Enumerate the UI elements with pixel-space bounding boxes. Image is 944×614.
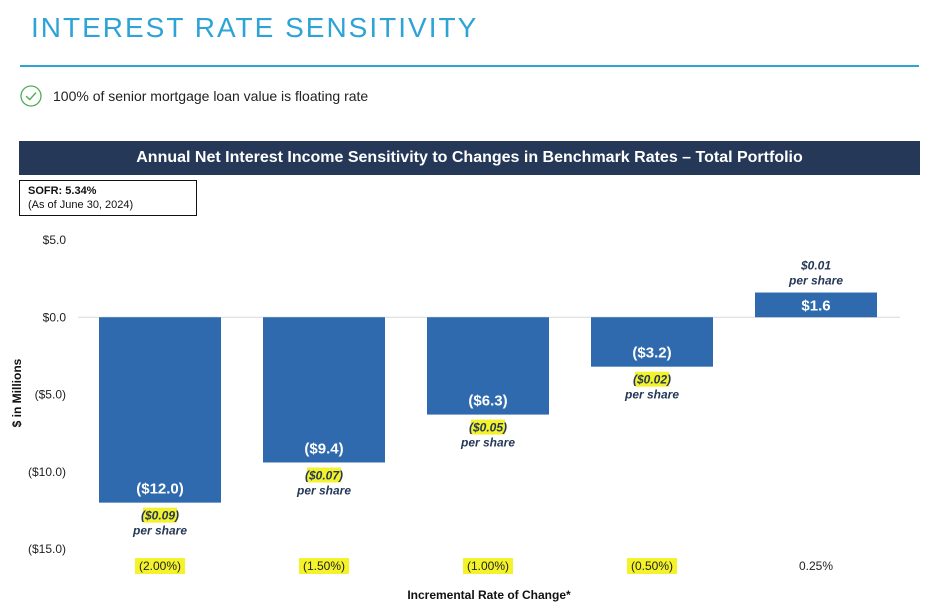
bar (99, 317, 221, 503)
y-tick-label: ($15.0) (28, 542, 66, 556)
page-title: INTEREST RATE SENSITIVITY (31, 12, 479, 43)
highlight-mark (626, 558, 678, 574)
per-share-suffix: per share (132, 524, 187, 538)
x-tick-label: (2.00%) (139, 559, 181, 573)
per-share-suffix: per share (624, 388, 679, 402)
y-tick-label: ($5.0) (35, 388, 66, 402)
per-share-value: ($0.02) (633, 373, 671, 387)
sofr-box: SOFR: 5.34% (As of June 30, 2024) (19, 180, 197, 216)
bullet-text: 100% of senior mortgage loan value is fl… (53, 88, 369, 104)
y-tick-label: ($10.0) (28, 465, 66, 479)
per-share-value: ($0.09) (141, 509, 179, 523)
value-label: ($3.2) (632, 345, 671, 362)
x-axis-title: Incremental Rate of Change* (407, 588, 571, 602)
y-tick-label: $0.0 (43, 310, 67, 324)
per-share-amount: $0.01 (800, 259, 831, 273)
per-share-amount: $0.05 (472, 421, 503, 435)
sofr-rate: SOFR: 5.34% (28, 185, 97, 197)
value-label: ($6.3) (468, 393, 507, 410)
per-share-amount: $0.09 (144, 509, 175, 523)
value-label: ($12.0) (136, 481, 184, 498)
bar (755, 292, 877, 318)
highlight-mark (470, 419, 506, 435)
per-share-suffix: per share (296, 483, 351, 497)
value-label: ($9.4) (304, 440, 343, 457)
value-label: $1.6 (801, 297, 830, 314)
highlight-mark (134, 558, 186, 574)
highlight-mark (142, 507, 178, 523)
highlight-mark (298, 558, 350, 574)
highlight-mark (306, 467, 342, 483)
bar (591, 317, 713, 367)
chart-title: Annual Net Interest Income Sensitivity t… (19, 141, 920, 175)
per-share-suffix: per share (788, 274, 843, 288)
sofr-date: (As of June 30, 2024) (28, 199, 134, 211)
check-circle-icon (20, 85, 42, 107)
y-axis-title: $ in Millions (10, 358, 24, 427)
x-tick-label: (1.50%) (303, 559, 345, 573)
per-share-value: ($0.07) (305, 468, 343, 482)
bar (427, 317, 549, 415)
y-tick-label: $5.0 (43, 233, 67, 247)
x-tick-label: (1.00%) (467, 559, 509, 573)
x-tick-label: 0.25% (799, 559, 833, 573)
x-tick-label: (0.50%) (631, 559, 673, 573)
bullet-item: 100% of senior mortgage loan value is fl… (20, 85, 368, 107)
highlight-mark (634, 371, 670, 387)
title-divider (20, 65, 919, 67)
per-share-suffix: per share (460, 436, 515, 450)
highlight-mark (462, 558, 514, 574)
per-share-amount: $0.07 (308, 468, 340, 482)
per-share-value: ($0.05) (469, 421, 507, 435)
bar (263, 317, 385, 463)
per-share-value: $0.01 (800, 259, 831, 273)
per-share-amount: $0.02 (636, 373, 667, 387)
